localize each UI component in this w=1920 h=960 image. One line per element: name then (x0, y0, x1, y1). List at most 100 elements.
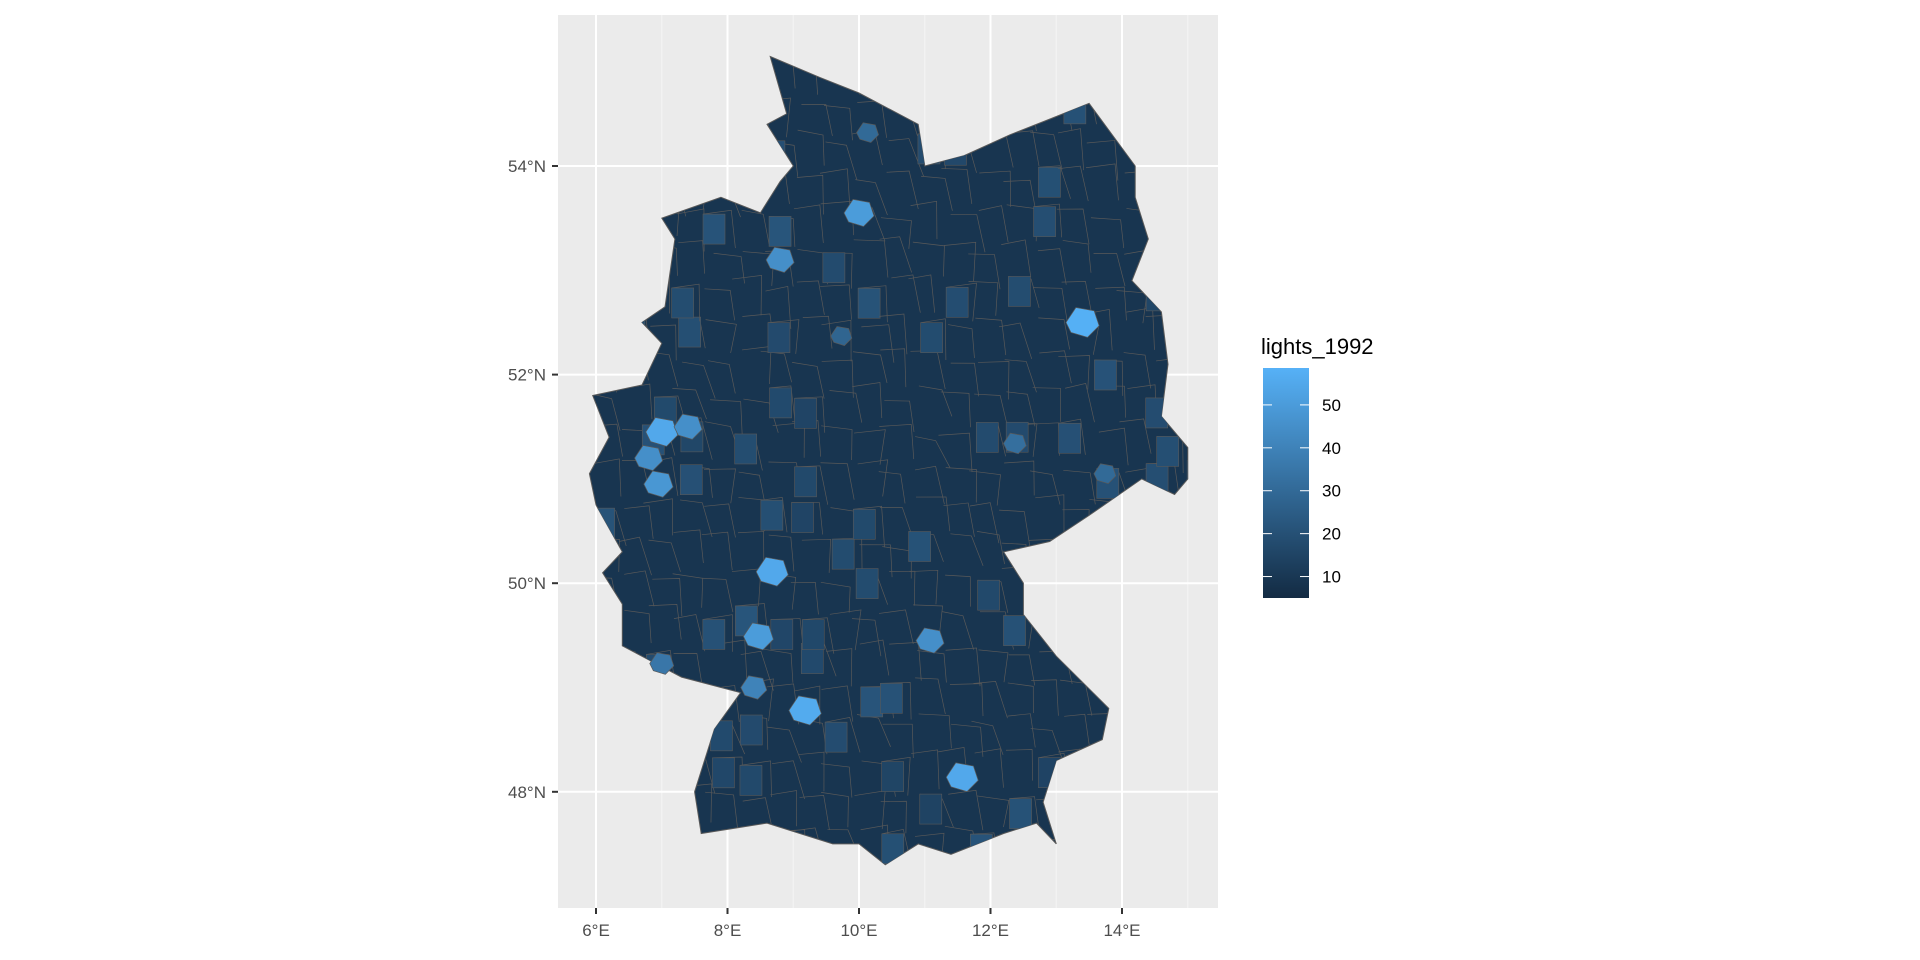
district-border (950, 723, 984, 757)
district-border (765, 285, 792, 329)
district-border (624, 570, 655, 607)
district-border (950, 362, 980, 397)
district-border (861, 324, 895, 363)
district-border (1085, 163, 1119, 201)
district-border (673, 653, 703, 685)
district (908, 531, 931, 562)
district-bright (643, 470, 674, 498)
district (977, 579, 1000, 611)
district-border (911, 749, 940, 790)
district-border (738, 471, 767, 510)
district-border (820, 284, 852, 320)
district-border (880, 217, 912, 249)
district-border (1008, 654, 1036, 686)
y-tick-label: 50°N (508, 574, 546, 593)
district-border (1009, 796, 1041, 836)
district-border (1033, 203, 1063, 238)
district-border (1030, 728, 1063, 761)
district-border (882, 723, 914, 759)
x-tick-label: 6°E (582, 921, 610, 940)
district-border (1061, 281, 1093, 316)
district-border (821, 319, 852, 362)
x-tick-label: 10°E (840, 921, 877, 940)
district-border (1038, 165, 1071, 199)
district (770, 619, 794, 650)
district-border (820, 763, 853, 798)
district-border (912, 241, 945, 277)
district-border (798, 751, 825, 792)
legend-title: lights_1992 (1261, 334, 1374, 359)
district-border (938, 432, 973, 473)
district-bright (788, 695, 822, 726)
legend-label: 50 (1322, 396, 1341, 415)
district-border (878, 471, 906, 504)
district-border (978, 649, 1009, 683)
district (1156, 436, 1180, 467)
district (1003, 615, 1026, 646)
district (1058, 422, 1082, 454)
district-border (975, 317, 1007, 356)
district (769, 387, 792, 419)
district-border (855, 179, 888, 216)
district-bright (843, 199, 875, 227)
district-border (702, 209, 736, 249)
district-border (1005, 749, 1033, 781)
district-border (713, 252, 745, 284)
y-tick-label: 54°N (508, 157, 546, 176)
district-border (770, 790, 797, 827)
district-border (794, 465, 829, 505)
germany-outline (588, 55, 1189, 866)
district-border (881, 756, 911, 796)
district-border (942, 611, 974, 650)
district-border (915, 677, 946, 715)
district-border (1031, 679, 1059, 716)
district-border (1093, 253, 1126, 287)
district-border (1062, 240, 1092, 273)
district-border (978, 205, 1009, 243)
district (975, 422, 999, 453)
district-border (915, 496, 951, 532)
legend-label: 30 (1322, 482, 1341, 501)
district-border (974, 748, 1004, 788)
district-border (940, 391, 971, 428)
district-border (797, 129, 825, 166)
district-border (914, 465, 945, 505)
y-tick-label: 48°N (508, 783, 546, 802)
district (794, 466, 817, 498)
district-bright (1093, 463, 1117, 484)
district-border (796, 174, 824, 215)
district (857, 287, 881, 319)
district-border (802, 315, 833, 349)
district-border (767, 319, 800, 354)
district-border (792, 362, 825, 399)
district-border (672, 388, 707, 420)
district-border (590, 393, 621, 431)
district-border (761, 56, 796, 89)
district-border (853, 505, 885, 548)
district-border (732, 275, 762, 316)
district-border (945, 467, 977, 503)
district-border (918, 385, 953, 417)
district-border (1004, 359, 1037, 393)
district-border (650, 324, 677, 361)
district-border (829, 390, 863, 423)
district-border (1007, 682, 1034, 714)
district-border (737, 531, 765, 567)
district-border (859, 544, 893, 578)
district-border (879, 423, 915, 460)
legend-label: 10 (1322, 568, 1341, 587)
district-border (673, 529, 704, 564)
district (760, 499, 784, 531)
district-border (673, 614, 706, 652)
district-border (973, 680, 1008, 719)
district-border (821, 425, 853, 460)
district-bright (755, 556, 789, 587)
district (1038, 166, 1061, 198)
district-border (1003, 179, 1038, 219)
district-border (671, 283, 701, 322)
district-border (1032, 287, 1069, 325)
district-border (1006, 391, 1036, 427)
district-border (891, 274, 921, 313)
district-border (859, 639, 890, 676)
district-border (977, 795, 1010, 828)
